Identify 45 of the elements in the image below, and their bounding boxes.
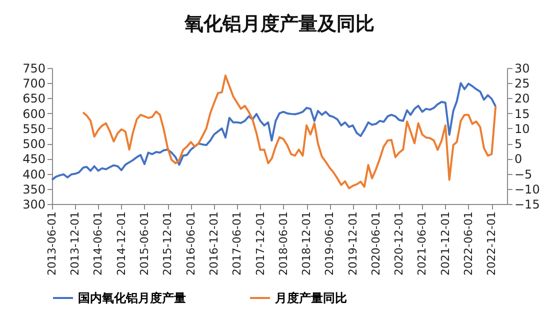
y2-tick-label: 0 xyxy=(514,152,522,166)
y2-tick-label: −5 xyxy=(514,167,532,182)
x-tick-label: 2018-06-01 xyxy=(276,212,290,276)
x-tick-label: 2022-12-01 xyxy=(485,212,498,276)
y-tick-label: 600 xyxy=(22,106,46,121)
y2-tick-label: −15 xyxy=(514,198,540,212)
x-tick-label: 2022-06-01 xyxy=(462,212,475,276)
x-tick-label: 2015-12-01 xyxy=(161,212,174,276)
x-tick-label: 2021-06-01 xyxy=(416,212,429,276)
x-tick-label: 2020-12-01 xyxy=(392,212,406,276)
x-tick-label: 2020-06-01 xyxy=(369,212,382,276)
y2-tick-label: 20 xyxy=(514,92,530,106)
y-tick-label: 750 xyxy=(22,62,46,76)
legend-label: 国内氧化铝月度产量 xyxy=(78,291,186,305)
x-tick-label: 2014-12-01 xyxy=(114,212,128,276)
line-series xyxy=(51,82,497,181)
x-tick-label: 2013-12-01 xyxy=(68,212,82,276)
x-tick-label: 2019-06-01 xyxy=(323,212,336,276)
x-tick-label: 2017-12-01 xyxy=(254,212,267,276)
y2-tick-label: 5 xyxy=(514,137,522,152)
y-tick-label: 500 xyxy=(22,137,46,152)
y-tick-label: 350 xyxy=(22,182,46,196)
y2-tick-label: 10 xyxy=(514,122,530,136)
x-tick-label: 2013-06-01 xyxy=(46,212,58,276)
y-tick-label: 450 xyxy=(22,152,46,166)
legend-label: 月度产量同比 xyxy=(274,291,347,305)
y-tick-label: 300 xyxy=(22,198,46,212)
y2-tick-label: 30 xyxy=(514,62,530,76)
x-tick-label: 2016-06-01 xyxy=(184,212,198,276)
x-tick-label: 2016-12-01 xyxy=(208,212,221,276)
y-tick-label: 700 xyxy=(22,76,46,91)
y-tick-label: 400 xyxy=(22,167,46,182)
y2-tick-label: −10 xyxy=(514,182,540,196)
y2-tick-label: 15 xyxy=(514,106,530,121)
y2-tick-label: 25 xyxy=(514,76,530,91)
x-tick-label: 2017-06-01 xyxy=(230,212,244,276)
line-series xyxy=(82,74,497,190)
x-tick-label: 2018-12-01 xyxy=(300,212,314,276)
y-tick-label: 550 xyxy=(22,122,46,136)
x-tick-label: 2015-06-01 xyxy=(138,212,151,276)
y-tick-label: 650 xyxy=(22,92,46,106)
x-tick-label: 2014-06-01 xyxy=(92,212,105,276)
x-tick-label: 2021-12-01 xyxy=(438,212,452,276)
x-tick-label: 2019-12-01 xyxy=(346,212,360,276)
chart-title: 氧化铝月度产量及同比 xyxy=(184,13,374,35)
